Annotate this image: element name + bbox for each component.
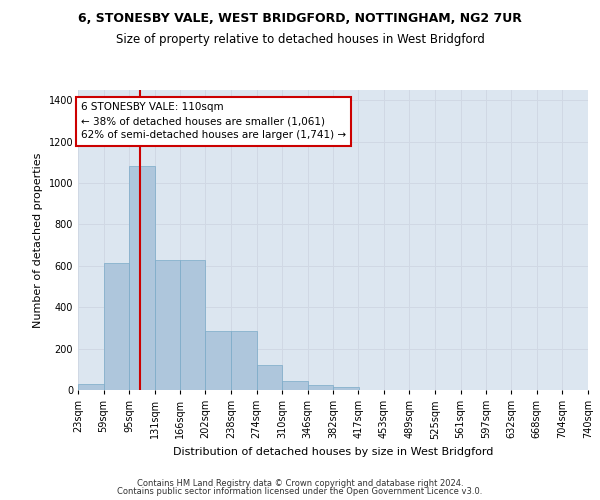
Bar: [308, 385, 334, 390]
Bar: [205, 331, 231, 390]
Y-axis label: Number of detached properties: Number of detached properties: [33, 152, 43, 328]
Bar: [257, 365, 282, 390]
Bar: [282, 382, 308, 390]
X-axis label: Distribution of detached houses by size in West Bridgford: Distribution of detached houses by size …: [173, 447, 493, 457]
Bar: [78, 384, 104, 390]
Bar: [231, 331, 257, 390]
Bar: [104, 263, 129, 390]
Text: Contains public sector information licensed under the Open Government Licence v3: Contains public sector information licen…: [118, 487, 482, 496]
Text: Contains HM Land Registry data © Crown copyright and database right 2024.: Contains HM Land Registry data © Crown c…: [137, 478, 463, 488]
Text: 6 STONESBY VALE: 110sqm
← 38% of detached houses are smaller (1,061)
62% of semi: 6 STONESBY VALE: 110sqm ← 38% of detache…: [81, 102, 346, 141]
Text: 6, STONESBY VALE, WEST BRIDGFORD, NOTTINGHAM, NG2 7UR: 6, STONESBY VALE, WEST BRIDGFORD, NOTTIN…: [78, 12, 522, 26]
Bar: [155, 260, 181, 390]
Text: Size of property relative to detached houses in West Bridgford: Size of property relative to detached ho…: [116, 32, 484, 46]
Bar: [334, 387, 359, 390]
Bar: [180, 260, 205, 390]
Bar: [129, 166, 155, 390]
